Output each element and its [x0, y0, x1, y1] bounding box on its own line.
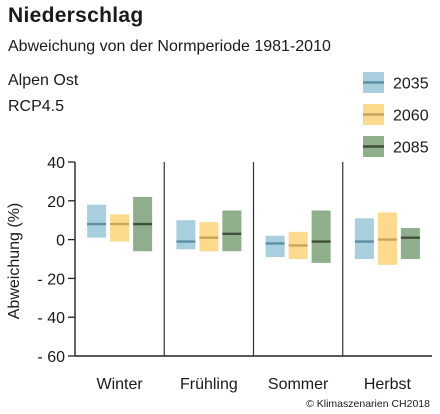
legend-label: 2085 — [393, 140, 429, 157]
y-axis-label: Abweichung (%) — [6, 203, 23, 320]
range-bar — [176, 220, 196, 250]
copyright-note: © Klimaszenarien CH2018 — [306, 398, 430, 410]
legend-label: 2035 — [393, 76, 429, 93]
range-bar — [400, 227, 420, 259]
scenario-label: RCP4.5 — [8, 98, 65, 115]
y-tick-label: - 60 — [37, 349, 65, 366]
range-bar — [110, 214, 130, 242]
range-bar — [222, 210, 242, 252]
legend-label: 2060 — [393, 108, 429, 125]
y-tick-label: - 40 — [37, 310, 65, 327]
y-tick-label: - 20 — [37, 271, 65, 288]
category-label: Winter — [97, 376, 144, 393]
category-label: Herbst — [364, 376, 412, 393]
range-bar — [265, 235, 285, 258]
category-label: Sommer — [268, 376, 329, 393]
y-tick-label: 40 — [47, 155, 65, 172]
y-tick-label: 0 — [56, 233, 65, 250]
range-bar — [354, 218, 374, 259]
chart-subtitle: Abweichung von der Normperiode 1981-2010 — [8, 38, 331, 55]
category-label: Frühling — [180, 376, 238, 393]
region-label: Alpen Ost — [8, 72, 79, 89]
chart-title: Niederschlag — [8, 4, 144, 27]
y-tick-label: 20 — [47, 194, 65, 211]
range-bar — [87, 204, 107, 238]
range-bar — [311, 210, 331, 263]
